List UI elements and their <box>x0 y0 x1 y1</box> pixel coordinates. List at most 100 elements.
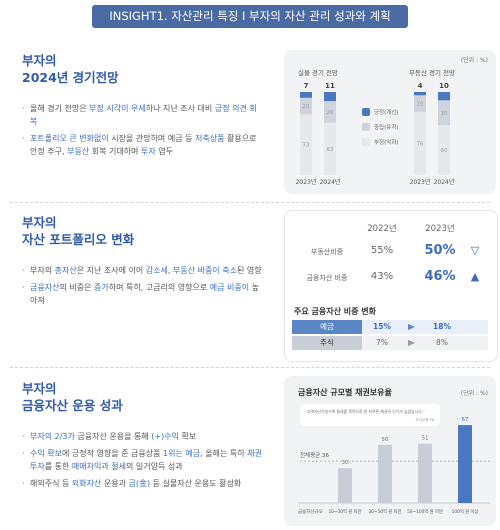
section-title: 부자의 2024년 경기전망 <box>22 52 119 86</box>
bar-segment <box>324 122 336 175</box>
unit: (단위 : %) <box>461 56 488 64</box>
bullet-text: 채권투자 <box>30 449 262 471</box>
bullet-text: 에 긍정적 영향을 준 금융상품 <box>61 449 164 458</box>
x-tick-label: 2024년 <box>320 178 341 186</box>
bullet-text: 확보 <box>178 432 197 441</box>
bullet-text: 외화자산 <box>71 479 102 488</box>
bullet-text: 활용으로 안정 추구, <box>30 134 257 156</box>
trend: ▲ <box>470 270 480 283</box>
subrow-label: 주식 <box>292 336 362 350</box>
bar-segment <box>414 95 426 112</box>
bar <box>458 425 472 503</box>
value-label: 7 <box>304 82 309 90</box>
bullet-text: 매매차익과 절세 <box>71 462 126 471</box>
quote-box <box>300 404 440 426</box>
divider <box>10 202 490 203</box>
section-title-line: 부자의 <box>22 215 57 230</box>
bullet-text: 부정 시각이 우세 <box>89 104 146 113</box>
bullet: 포트폴리오 큰 변화없이 시장을 관망하며 예금 등 저축상품 활용으로 안정 … <box>22 132 262 158</box>
table-value: 55% <box>370 245 394 256</box>
bullet: 해외주식 등 외화자산 운용과 금(金) 등 실물자산 운용도 활성화 <box>22 477 262 490</box>
bullet-text: 총자산 <box>54 266 77 275</box>
row-label: 금융자산 비중 <box>306 274 348 282</box>
bar-segment <box>300 92 312 98</box>
bullet-text: 를 통한 <box>44 462 72 471</box>
x-tick-label: 10~30억 원 미만 <box>328 508 361 515</box>
bullet-text: 금(金) <box>128 479 151 488</box>
chart-title: 금융자산 규모별 채권보유율 <box>298 387 393 397</box>
divider <box>10 367 490 368</box>
trend: ▽ <box>470 244 480 257</box>
bullet-text: 포트폴리오 큰 변화없이 <box>30 134 109 143</box>
bullet: 올해 경기 전망은 부정 시각이 우세하나 지난 조사 대비 긍정 의견 회복 <box>22 102 262 128</box>
bullet-text: 저축상품 <box>195 134 225 143</box>
bullet-text: 올해 경기 전망은 <box>30 104 90 113</box>
row-label: 부동산비중 <box>310 248 344 256</box>
value-label: 11 <box>325 82 335 90</box>
table-value: 46% <box>424 269 456 284</box>
bullet: 금융자산의 비중은 증가하며 특히, 고금리의 영향으로 예금 비중이 높아져 <box>22 281 262 307</box>
value-label: 30 <box>342 460 349 466</box>
value-label: 30 <box>441 111 448 117</box>
bullet-text: 의 일거양득 성과 <box>125 462 183 471</box>
legend-label: 부정(악화) <box>374 138 399 146</box>
value-label: 26 <box>327 110 334 116</box>
section-title-line: 금융자산 운용 성과 <box>22 398 123 413</box>
bullet-text: 부자의 2/3가 <box>30 432 75 441</box>
legend-label: 긍정(개선) <box>374 108 399 116</box>
subrow-value: 18% <box>433 322 451 331</box>
bullet-text: 하며 특히, 고금리의 영향으로 <box>108 283 210 292</box>
bullet-text: 1위는 예금 <box>163 449 201 458</box>
value-label: 20 <box>303 104 310 110</box>
column-header: 2023년 <box>425 224 455 234</box>
section-title-line: 2024년 경기전망 <box>22 70 119 85</box>
bullet-text: 은 지난 조사에 이어 <box>76 266 146 275</box>
section-title-line: 부자의 <box>22 53 57 68</box>
x-tick-label: 2023년 <box>296 178 317 186</box>
group-title: 실물 경기 전망 <box>298 68 338 77</box>
bullet-text: (+)수익 <box>151 432 179 441</box>
bullet-text: 금융자산 운용을 통해 <box>74 432 152 441</box>
average-label: 전체평균 36 <box>300 451 329 459</box>
table-subtitle: 주요 금융자산 비중 변화 <box>294 307 376 316</box>
value-label: 73 <box>303 143 310 149</box>
bullet-text: 부동산 비중이 축소 <box>172 266 237 275</box>
section-title-line: 부자의 <box>22 381 57 396</box>
subrow-label: 예금 <box>292 320 362 334</box>
bar-segment <box>438 125 450 175</box>
bullet-text: 부동산 <box>67 147 90 156</box>
bullet-text: 높아져 <box>30 283 260 305</box>
table-value: 50% <box>424 243 456 258</box>
bullet-text: , 올해는 특히 <box>200 449 248 458</box>
bar <box>378 444 392 503</box>
bullet-text: 의 비중은 <box>59 283 94 292</box>
bullet: 부자의 총자산은 지난 조사에 이어 감소세, 부동산 비중이 축소된 영향 <box>22 264 262 277</box>
x-tick-label: 50~100억 원 미만 <box>407 508 443 515</box>
bar-segment <box>324 92 336 102</box>
value-label: 76 <box>417 141 424 147</box>
section-title: 부자의 자산 포트폴리오 변화 <box>22 214 134 248</box>
bullet-text: 시장을 관망하며 예금 등 <box>108 134 196 143</box>
x-axis-label: 금융자산규모 <box>298 508 323 515</box>
bar-segment <box>414 92 426 96</box>
bar-segment <box>438 92 450 101</box>
bullet-text: 수익 확보 <box>30 449 62 458</box>
bar <box>338 468 352 503</box>
bullet-text: 해외주식 등 <box>30 479 72 488</box>
table-value: 43% <box>370 271 394 282</box>
bullet-text: 염두 <box>155 147 173 156</box>
bullet: 수익 확보에 긍정적 영향을 준 금융상품 1위는 예금, 올해는 특히 채권투… <box>22 447 262 473</box>
bullet-text: 예금 비중이 <box>209 283 250 292</box>
bar-segment <box>414 111 426 175</box>
subrow-value: 15% <box>373 322 391 331</box>
value-label: 20 <box>417 102 424 108</box>
bar-segment <box>324 101 336 123</box>
bullet-text: 금융자산 <box>30 283 60 292</box>
bullet-text: 운용과 <box>101 479 129 488</box>
x-tick-label: 2024년 <box>434 178 455 186</box>
subrow-value: 7% <box>376 338 388 347</box>
value-label: 60 <box>441 148 448 154</box>
